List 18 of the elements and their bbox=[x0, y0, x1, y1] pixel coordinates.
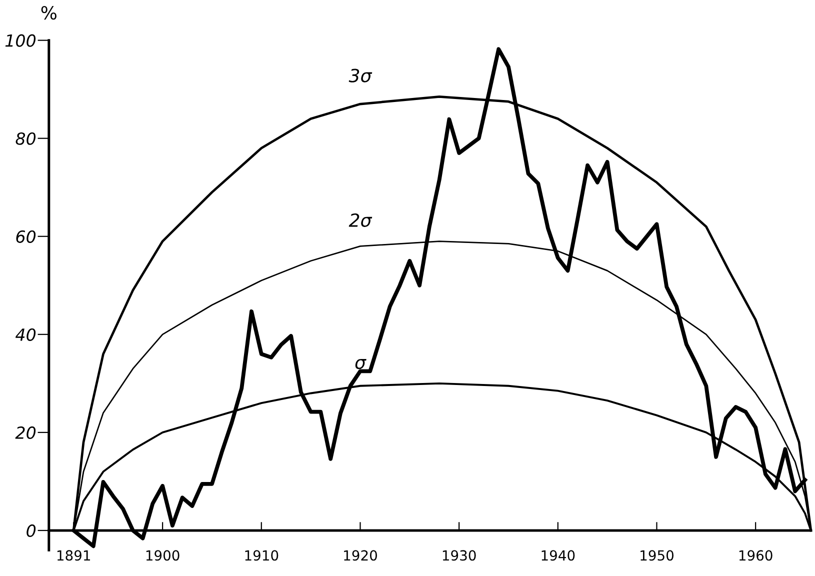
x-tick-label: 1910 bbox=[245, 550, 278, 561]
y-tick-label: 100 bbox=[5, 34, 36, 47]
x-tick-label: 1930 bbox=[442, 550, 476, 561]
x-tick-label: 1940 bbox=[542, 550, 575, 561]
x-tick-label: 1950 bbox=[640, 550, 674, 561]
y-tick-label: 60 bbox=[16, 230, 36, 243]
x-tick-label: 1920 bbox=[344, 550, 377, 561]
y-axis-title: % bbox=[41, 6, 56, 20]
y-tick-label: 20 bbox=[15, 426, 36, 440]
series-label: σ bbox=[355, 359, 366, 370]
y-tick-label: 40 bbox=[15, 328, 36, 341]
x-tick-label: 1900 bbox=[146, 550, 180, 561]
series-label: 2σ bbox=[348, 213, 372, 227]
y-tick-label: 0 bbox=[26, 524, 36, 538]
y-tick-label: 80 bbox=[16, 132, 36, 145]
x-tick-label: 1960 bbox=[739, 550, 772, 561]
series-label: 3σ bbox=[348, 68, 372, 82]
x-tick-label: 1891 bbox=[57, 550, 90, 561]
